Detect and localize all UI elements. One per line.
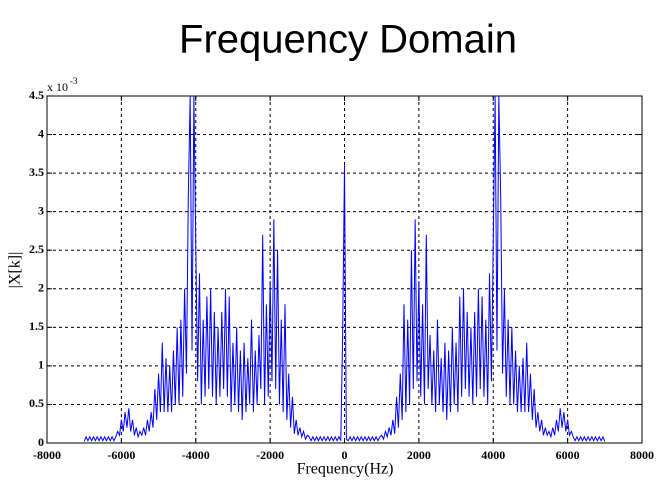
x-tick-label: -6000 — [107, 448, 135, 462]
x-tick-label: 4000 — [481, 448, 505, 462]
x-axis-label: Frequency(Hz) — [297, 461, 394, 478]
x-tick-label: 8000 — [630, 448, 654, 462]
y-tick-label: 4 — [38, 126, 44, 140]
spectrum-line — [83, 95, 606, 442]
y-tick-label: 1 — [38, 358, 44, 372]
y-tick-label: 4.5 — [29, 88, 44, 102]
y-multiplier-exponent: -3 — [70, 76, 78, 86]
y-tick-label: 0 — [38, 435, 44, 449]
x-tick-label: -2000 — [256, 448, 284, 462]
y-axis-label: |X[k]| — [7, 252, 24, 289]
plot-frame — [46, 95, 643, 444]
y-tick-label: 3.5 — [29, 165, 44, 179]
x-tick-label: -8000 — [33, 448, 61, 462]
y-tick-label: 1.5 — [29, 319, 44, 333]
chart-title: Frequency Domain — [179, 18, 517, 62]
x-tick-label: 2000 — [407, 448, 431, 462]
x-tick-label: -4000 — [182, 448, 210, 462]
x-tick-label: 6000 — [556, 448, 580, 462]
y-tick-label: 2.5 — [29, 242, 44, 256]
y-tick-label: 0.5 — [29, 396, 44, 410]
y-tick-label: 2 — [38, 281, 44, 295]
y-multiplier: x 10 — [47, 80, 68, 94]
y-tick-label: 3 — [38, 203, 44, 217]
x-tick-label: 0 — [342, 448, 348, 462]
